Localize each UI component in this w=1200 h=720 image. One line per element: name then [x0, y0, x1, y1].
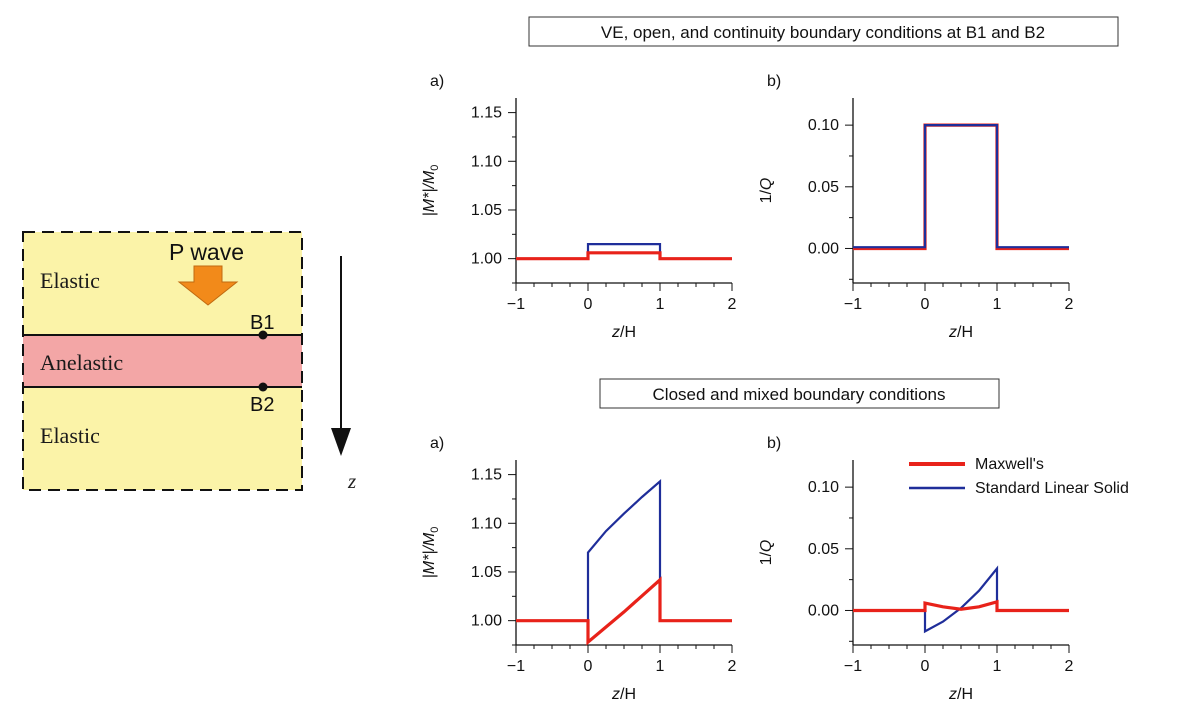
y-axis-label: |M*|/M0 — [421, 527, 441, 579]
top-layer-label: Elastic — [40, 268, 100, 293]
y-tick-label: 0.00 — [808, 240, 839, 257]
series-line-maxwell — [516, 251, 732, 261]
series-line-maxwell — [516, 576, 732, 646]
x-tick-label: 1 — [656, 658, 665, 675]
x-tick-label: 2 — [728, 296, 737, 313]
section-title-bottom-text: Closed and mixed boundary conditions — [653, 385, 946, 404]
b2-marker — [258, 382, 268, 392]
x-tick-label: 0 — [921, 296, 930, 313]
y-tick-label: 1.15 — [471, 105, 502, 122]
panel-label: b) — [767, 73, 781, 90]
b1-label: B1 — [250, 312, 274, 334]
panel-label: a) — [430, 435, 444, 452]
layer-schematic: Elastic Anelastic Elastic P wave B1 B2 z — [22, 231, 356, 493]
y-tick-label: 0.05 — [808, 179, 839, 196]
x-tick-label: 2 — [728, 658, 737, 675]
x-tick-label: 0 — [584, 296, 593, 313]
x-axis-label: z/H — [948, 686, 973, 703]
panel-label: b) — [767, 435, 781, 452]
y-tick-label: 1.05 — [471, 202, 502, 219]
section-title-top-text: VE, open, and continuity boundary condit… — [601, 23, 1045, 42]
x-tick-label: 2 — [1065, 296, 1074, 313]
model-outline — [22, 231, 303, 491]
y-tick-label: 0.10 — [808, 479, 839, 496]
y-tick-label: 0.00 — [808, 602, 839, 619]
depth-axis-label: z — [347, 469, 356, 493]
y-tick-label: 1.10 — [471, 515, 502, 532]
y-tick-label: 1.00 — [471, 251, 502, 268]
anelastic-layer — [23, 335, 302, 387]
x-tick-label: 1 — [993, 658, 1002, 675]
x-tick-label: 0 — [921, 658, 930, 675]
y-tick-label: 1.15 — [471, 467, 502, 484]
legend-maxwell-label: Maxwell's — [975, 456, 1044, 473]
section-title-bottom-box — [599, 378, 1000, 409]
x-axis-label: z/H — [611, 324, 636, 341]
legend-sls-label: Standard Linear Solid — [975, 480, 1129, 497]
y-tick-label: 0.05 — [808, 541, 839, 558]
elastic-layer-bottom — [23, 387, 302, 490]
y-tick-label: 1.05 — [471, 564, 502, 581]
x-tick-label: 0 — [584, 658, 593, 675]
series-line-maxwell — [853, 599, 1069, 613]
y-tick-label: 0.10 — [808, 117, 839, 134]
section-title-bottom: Closed and mixed boundary conditions — [599, 378, 1000, 409]
elastic-layer-top — [23, 232, 302, 335]
x-tick-label: −1 — [507, 658, 525, 675]
series-line-sls — [516, 478, 732, 622]
chart-panel-4: −1 0 1 2 0.00 0.05 0.10 b) z/H 1/Q — [758, 435, 1074, 703]
y-axis-label: |M*|/M0 — [421, 165, 441, 217]
x-tick-label: 1 — [656, 296, 665, 313]
x-axis-label: z/H — [611, 686, 636, 703]
section-title-top-box — [528, 16, 1119, 47]
p-wave-arrow-icon — [177, 265, 239, 306]
panel-label: a) — [430, 73, 444, 90]
chart-panel-3: −1 0 1 2 1.00 1.05 1.10 1.15 a) z/H |M*|/M0 — [421, 435, 737, 703]
series-line-sls — [853, 123, 1069, 249]
x-tick-label: 1 — [993, 296, 1002, 313]
x-axis-label: z/H — [948, 324, 973, 341]
section-title-top: VE, open, and continuity boundary condit… — [528, 16, 1119, 47]
y-tick-label: 1.10 — [471, 153, 502, 170]
p-wave-label: P wave — [169, 239, 244, 265]
legend: Maxwell's Standard Linear Solid — [909, 456, 1129, 497]
x-tick-label: −1 — [507, 296, 525, 313]
x-tick-label: −1 — [844, 296, 862, 313]
x-tick-label: −1 — [844, 658, 862, 675]
chart-panels: −1 0 1 2 1.00 1.05 1.10 1.15 a) z/H |M*|/M0 −1 0 1 2 0.… — [421, 73, 1074, 703]
series-line-maxwell — [853, 123, 1069, 251]
chart-panel-1: −1 0 1 2 1.00 1.05 1.10 1.15 a) z/H |M*|/M0 — [421, 73, 737, 341]
y-tick-label: 1.00 — [471, 613, 502, 630]
anelastic-layer-label: Anelastic — [40, 350, 123, 375]
depth-arrow-icon — [331, 428, 351, 456]
x-tick-label: 2 — [1065, 658, 1074, 675]
b1-marker — [258, 330, 268, 340]
chart-panel-2: −1 0 1 2 0.00 0.05 0.10 b) z/H 1/Q — [758, 73, 1074, 341]
bottom-layer-label: Elastic — [40, 423, 100, 448]
series-line-sls — [853, 565, 1069, 634]
b2-label: B2 — [250, 394, 274, 416]
y-axis-label: 1/Q — [758, 540, 775, 566]
y-axis-label: 1/Q — [758, 178, 775, 204]
